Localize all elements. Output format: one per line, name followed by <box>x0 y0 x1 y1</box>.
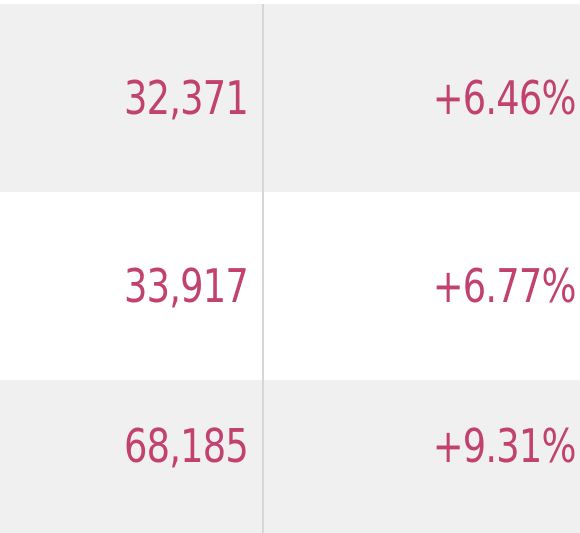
value-text: 68,185 <box>124 418 249 473</box>
change-text: +9.31% <box>433 418 577 473</box>
change-cell: +6.77% <box>264 192 580 380</box>
change-text: +6.46% <box>433 71 577 125</box>
table-row: 33,917 +6.77% <box>0 192 580 380</box>
change-cell: +6.46% <box>264 4 580 192</box>
value-text: 32,371 <box>124 71 249 125</box>
value-cell: 33,917 <box>0 192 264 380</box>
change-text: +6.77% <box>433 259 577 313</box>
value-cell: 68,185 <box>0 380 264 533</box>
change-cell: +9.31% <box>264 380 580 533</box>
value-cell: 32,371 <box>0 4 264 192</box>
value-text: 33,917 <box>124 259 249 313</box>
table-row: 32,371 +6.46% <box>0 0 580 192</box>
table-row: 68,185 +9.31% <box>0 380 580 533</box>
